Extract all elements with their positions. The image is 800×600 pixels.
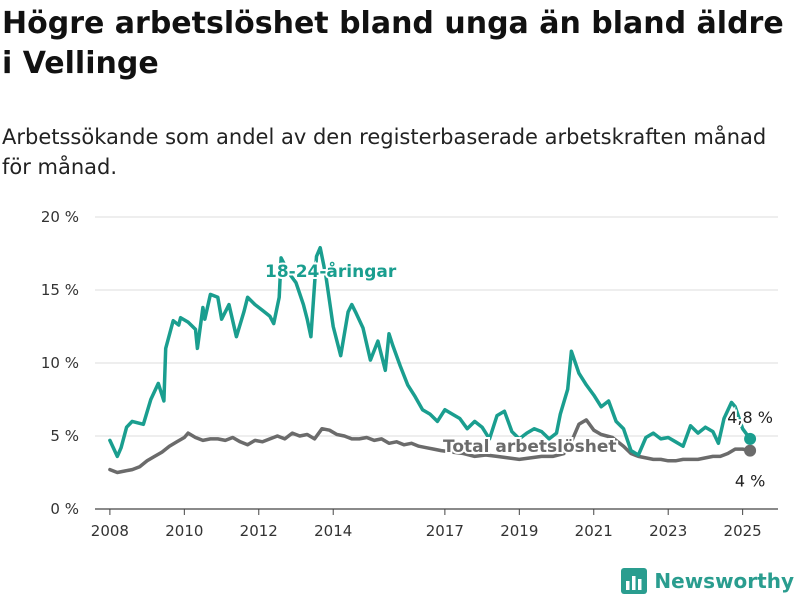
series-end-point-total bbox=[744, 444, 757, 457]
x-tick-label: 2010 bbox=[165, 522, 203, 540]
y-axis-ticks: 0 % 5 % 10 % 15 % 20 % bbox=[41, 208, 79, 518]
y-tick-label: 10 % bbox=[41, 354, 79, 372]
x-tick-label: 2012 bbox=[240, 522, 278, 540]
x-tick-label: 2008 bbox=[91, 522, 129, 540]
series-line-youth bbox=[108, 245, 752, 459]
bar-chart-logo-icon bbox=[621, 568, 648, 594]
series-line-total bbox=[108, 418, 752, 475]
x-tick-label: 2025 bbox=[724, 522, 762, 540]
x-tick-label: 2023 bbox=[649, 522, 687, 540]
series-end-label-youth: 4,8 % bbox=[727, 408, 773, 427]
page-subtitle: Arbetssökande som andel av den registerb… bbox=[2, 125, 767, 179]
grid-lines bbox=[95, 216, 778, 510]
x-axis-ticks: 2008 2010 2012 2014 2017 2019 2021 2023 2025 bbox=[91, 509, 762, 540]
y-tick-label: 5 % bbox=[50, 427, 79, 445]
y-tick-label: 20 % bbox=[41, 208, 79, 226]
x-tick-label: 2021 bbox=[575, 522, 613, 540]
x-tick-label: 2014 bbox=[314, 522, 352, 540]
brand-name: Newsworthy bbox=[654, 569, 794, 593]
series-name-label-total: Total arbetslöshet bbox=[443, 437, 617, 457]
y-tick-label: 0 % bbox=[50, 500, 79, 518]
series-lines bbox=[108, 245, 757, 475]
y-tick-label: 15 % bbox=[41, 281, 79, 299]
series-end-label-total: 4 % bbox=[735, 472, 765, 491]
x-tick-label: 2017 bbox=[426, 522, 464, 540]
brand-logo: Newsworthy bbox=[621, 566, 794, 596]
page-title: Högre arbetslöshet bland unga än bland ä… bbox=[2, 6, 784, 81]
series-end-point-youth bbox=[744, 432, 757, 445]
series-labels: 18-24-åringar 4,8 % Total arbetslöshet 4 % bbox=[263, 258, 775, 493]
x-tick-label: 2019 bbox=[500, 522, 538, 540]
series-name-label-youth: 18-24-åringar bbox=[265, 260, 397, 282]
